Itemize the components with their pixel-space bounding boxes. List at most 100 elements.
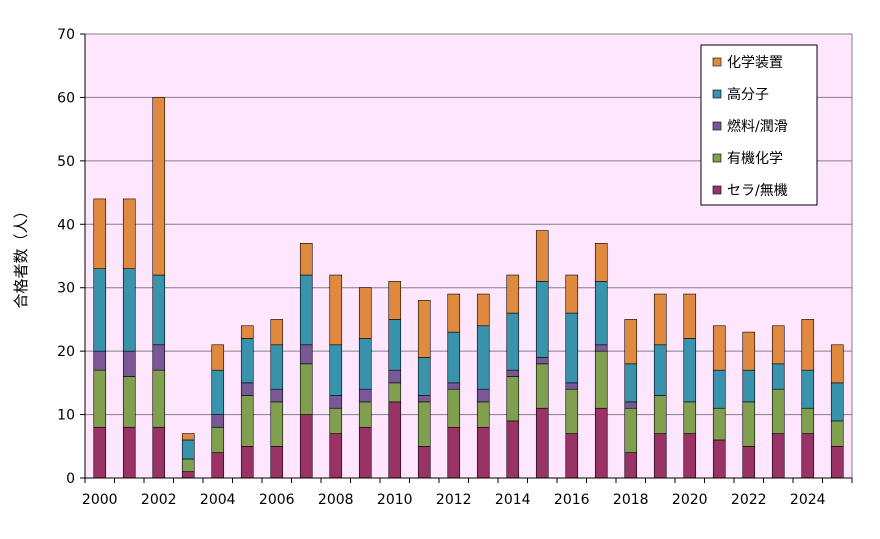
bar-segment: [270, 401, 284, 447]
x-tick-label: 2006: [259, 492, 295, 508]
bar-segment: [624, 319, 638, 365]
bar-segment: [417, 300, 431, 358]
bar-segment: [742, 445, 756, 479]
bar-segment: [93, 268, 107, 352]
bar-segment: [211, 452, 225, 479]
bar-segment: [270, 388, 284, 403]
axes: [80, 33, 853, 483]
bar-segment: [122, 198, 136, 269]
bar-segment: [93, 369, 107, 428]
bar-segment: [122, 376, 136, 428]
bar-segment: [742, 331, 756, 371]
bar-segment: [329, 407, 343, 434]
x-tick-label: 2020: [672, 492, 708, 508]
bar-segment: [299, 243, 313, 276]
legend-label: 高分子: [727, 86, 769, 103]
x-tick-label: 2004: [200, 492, 236, 508]
bar-segment: [152, 344, 166, 371]
bar-segment: [211, 369, 225, 415]
bar-segment: [594, 350, 608, 409]
bar-segment: [358, 401, 372, 428]
bar-segment: [801, 319, 815, 371]
bar-segment: [506, 312, 520, 371]
bar-segment: [270, 445, 284, 479]
bar-segment: [329, 274, 343, 346]
y-tick-label: 30: [57, 281, 75, 297]
bar-segment: [388, 401, 402, 479]
x-tick-label: 2010: [377, 492, 413, 508]
bar-segment: [712, 325, 726, 371]
bar-segment: [358, 287, 372, 339]
bar-segment: [683, 338, 697, 403]
bar-segment: [329, 433, 343, 479]
x-tick-label: 2000: [82, 492, 118, 508]
bar-segment: [535, 230, 549, 282]
bar-segment: [594, 407, 608, 479]
y-tick-label: 60: [57, 90, 75, 106]
bar-segment: [270, 319, 284, 346]
bar-segment: [152, 97, 166, 276]
bar-segment: [830, 445, 844, 479]
bar-segment: [565, 274, 579, 314]
bar-segment: [830, 420, 844, 447]
bar-segment: [93, 350, 107, 371]
bar-segment: [476, 293, 490, 327]
legend-swatch: [712, 153, 722, 163]
y-tick-labels: 0 10 20 30 40 50 60 70: [57, 27, 75, 487]
bar-segment: [181, 439, 195, 460]
bar-segment: [742, 401, 756, 447]
bar-segment: [476, 401, 490, 428]
bar-segment: [565, 382, 579, 390]
bar-segment: [388, 369, 402, 384]
y-axis-label: 合格者数（人）: [12, 203, 30, 308]
bar-segment: [329, 344, 343, 396]
bar-segment: [771, 325, 785, 365]
y-tick-label: 70: [57, 27, 75, 43]
x-tick-label: 2022: [731, 492, 767, 508]
bar-segment: [653, 344, 667, 396]
bar-segment: [329, 395, 343, 409]
legend-label: 化学装置: [727, 55, 783, 71]
legend-label: セラ/無機: [727, 183, 788, 199]
bar-segment: [358, 426, 372, 479]
bar-segment: [565, 312, 579, 384]
bar-segment: [476, 426, 490, 479]
bar-segment: [801, 407, 815, 434]
bar-segment: [830, 382, 844, 422]
legend-swatch: [712, 121, 722, 131]
bar-segment: [653, 293, 667, 346]
bar-segment: [801, 369, 815, 409]
bar-segment: [653, 433, 667, 479]
bar-segment: [624, 407, 638, 453]
bar-segment: [771, 388, 785, 434]
y-tick-label: 0: [66, 471, 75, 487]
bar-segment: [122, 350, 136, 377]
bar-segment: [240, 382, 254, 396]
bar-segment: [93, 426, 107, 479]
bar-segment: [712, 439, 726, 479]
y-tick-label: 10: [57, 408, 75, 424]
bar-segment: [594, 243, 608, 282]
bar-segment: [624, 401, 638, 409]
bar-segment: [299, 274, 313, 346]
bar-segment: [565, 433, 579, 479]
bar-segment: [417, 357, 431, 396]
bar-segment: [535, 281, 549, 358]
bar-segment: [771, 433, 785, 479]
x-tick-label: 2002: [141, 492, 177, 508]
x-tick-label: 2012: [436, 492, 472, 508]
legend-swatch: [712, 89, 722, 99]
bar-segment: [594, 344, 608, 352]
bar-segment: [712, 369, 726, 409]
bar-segment: [299, 344, 313, 365]
legend-swatch: [712, 57, 722, 67]
bar-segment: [181, 433, 195, 441]
bar-segment: [240, 338, 254, 384]
bar-segment: [506, 369, 520, 377]
y-tick-label: 40: [57, 217, 75, 233]
bars: [93, 97, 844, 479]
x-tick-labels: 2000 2002 2004 2006 2008 2010 2012 2014 2016 2018…: [82, 492, 826, 508]
x-tick-label: 2018: [613, 492, 649, 508]
bar-segment: [388, 319, 402, 371]
